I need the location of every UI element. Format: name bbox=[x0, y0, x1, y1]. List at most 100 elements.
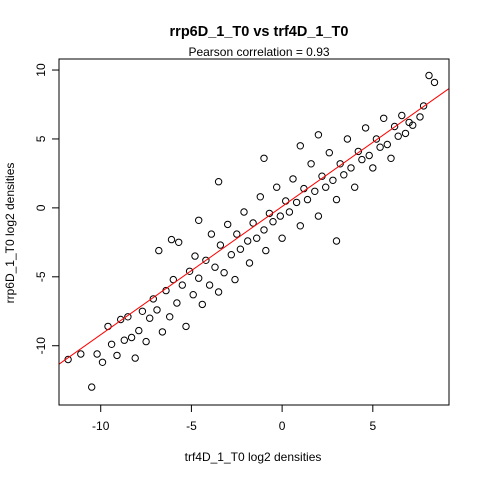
data-point bbox=[253, 234, 261, 242]
chart-subtitle: Pearson correlation = 0.93 bbox=[188, 45, 329, 59]
data-point bbox=[296, 142, 304, 150]
x-tick-label: 5 bbox=[369, 419, 376, 433]
data-point bbox=[262, 246, 270, 255]
data-point bbox=[332, 195, 341, 204]
data-point bbox=[289, 175, 297, 183]
data-point bbox=[202, 256, 210, 264]
x-tick-label: 0 bbox=[279, 419, 286, 433]
data-point bbox=[224, 220, 232, 229]
data-point bbox=[189, 291, 197, 299]
data-point bbox=[260, 226, 268, 234]
data-point bbox=[260, 154, 268, 163]
data-point bbox=[332, 237, 341, 245]
data-point bbox=[211, 263, 219, 271]
data-point bbox=[358, 155, 366, 164]
data-point bbox=[416, 113, 424, 121]
data-point bbox=[214, 178, 223, 186]
data-point bbox=[178, 281, 187, 289]
data-point bbox=[117, 315, 125, 324]
y-axis: -10 -5 0 5 10 bbox=[34, 63, 60, 355]
x-tick-label: -10 bbox=[92, 419, 110, 433]
data-point bbox=[285, 208, 294, 216]
data-point bbox=[354, 147, 362, 156]
data-point bbox=[383, 140, 391, 149]
data-point bbox=[401, 129, 410, 138]
data-point bbox=[380, 114, 388, 123]
data-point bbox=[173, 299, 181, 307]
data-point bbox=[336, 160, 344, 168]
data-point bbox=[124, 313, 132, 321]
data-point bbox=[214, 288, 223, 296]
data-point bbox=[195, 274, 203, 282]
data-point bbox=[195, 216, 203, 225]
data-point bbox=[340, 171, 348, 179]
data-point bbox=[240, 208, 248, 216]
data-point bbox=[182, 322, 190, 331]
data-point bbox=[149, 295, 158, 303]
data-point bbox=[166, 313, 174, 321]
x-tick-label: -5 bbox=[186, 419, 197, 433]
data-point bbox=[361, 124, 370, 132]
data-point bbox=[425, 71, 433, 80]
data-point bbox=[131, 354, 139, 362]
data-point bbox=[394, 132, 402, 140]
data-point bbox=[269, 218, 277, 226]
data-point bbox=[249, 219, 257, 227]
data-point bbox=[311, 187, 319, 196]
data-point bbox=[205, 281, 214, 289]
y-tick-label: -10 bbox=[34, 337, 48, 355]
data-point bbox=[127, 333, 136, 342]
data-point bbox=[347, 164, 355, 172]
data-point bbox=[135, 326, 143, 335]
regression-line bbox=[58, 88, 450, 365]
data-point bbox=[369, 164, 377, 172]
x-axis-label: trf4D_1_T0 log2 densities bbox=[185, 450, 322, 464]
data-point bbox=[227, 251, 236, 259]
y-tick-label: 0 bbox=[34, 204, 48, 211]
data-point bbox=[387, 154, 395, 163]
data-point bbox=[390, 122, 399, 131]
data-point bbox=[372, 135, 381, 143]
data-point bbox=[207, 230, 216, 238]
data-point bbox=[220, 269, 228, 277]
plot-area bbox=[58, 71, 450, 391]
data-point bbox=[430, 78, 439, 87]
data-point bbox=[113, 351, 121, 360]
data-point bbox=[303, 195, 312, 204]
data-point bbox=[398, 111, 406, 120]
data-point bbox=[244, 237, 252, 245]
data-point bbox=[231, 275, 239, 284]
data-point bbox=[107, 340, 116, 348]
data-point bbox=[158, 328, 167, 336]
y-axis-label: rrp6D_1_T0 log2 densities bbox=[3, 163, 17, 304]
data-point bbox=[88, 383, 96, 391]
plot-frame bbox=[58, 58, 450, 406]
data-point bbox=[296, 222, 304, 230]
data-point bbox=[365, 151, 373, 160]
data-point bbox=[273, 183, 281, 191]
x-axis: -10 -5 0 5 bbox=[92, 404, 376, 433]
data-point bbox=[292, 198, 301, 207]
y-tick-label: 5 bbox=[34, 135, 48, 142]
data-point bbox=[256, 193, 264, 201]
data-point bbox=[278, 234, 286, 242]
data-point bbox=[77, 350, 85, 358]
y-tick-label: -5 bbox=[34, 271, 48, 282]
data-point bbox=[233, 230, 241, 238]
data-point bbox=[175, 238, 183, 247]
data-point bbox=[307, 160, 315, 168]
data-point bbox=[314, 212, 323, 220]
data-point bbox=[343, 135, 352, 143]
data-point bbox=[198, 300, 207, 309]
data-point bbox=[98, 358, 107, 366]
data-point bbox=[236, 245, 245, 253]
data-point bbox=[167, 235, 176, 244]
data-point bbox=[146, 314, 154, 322]
data-point bbox=[419, 102, 428, 110]
data-point bbox=[155, 246, 163, 255]
data-point bbox=[322, 183, 330, 191]
data-point bbox=[376, 143, 384, 151]
data-point bbox=[93, 350, 101, 358]
data-point bbox=[282, 197, 290, 205]
